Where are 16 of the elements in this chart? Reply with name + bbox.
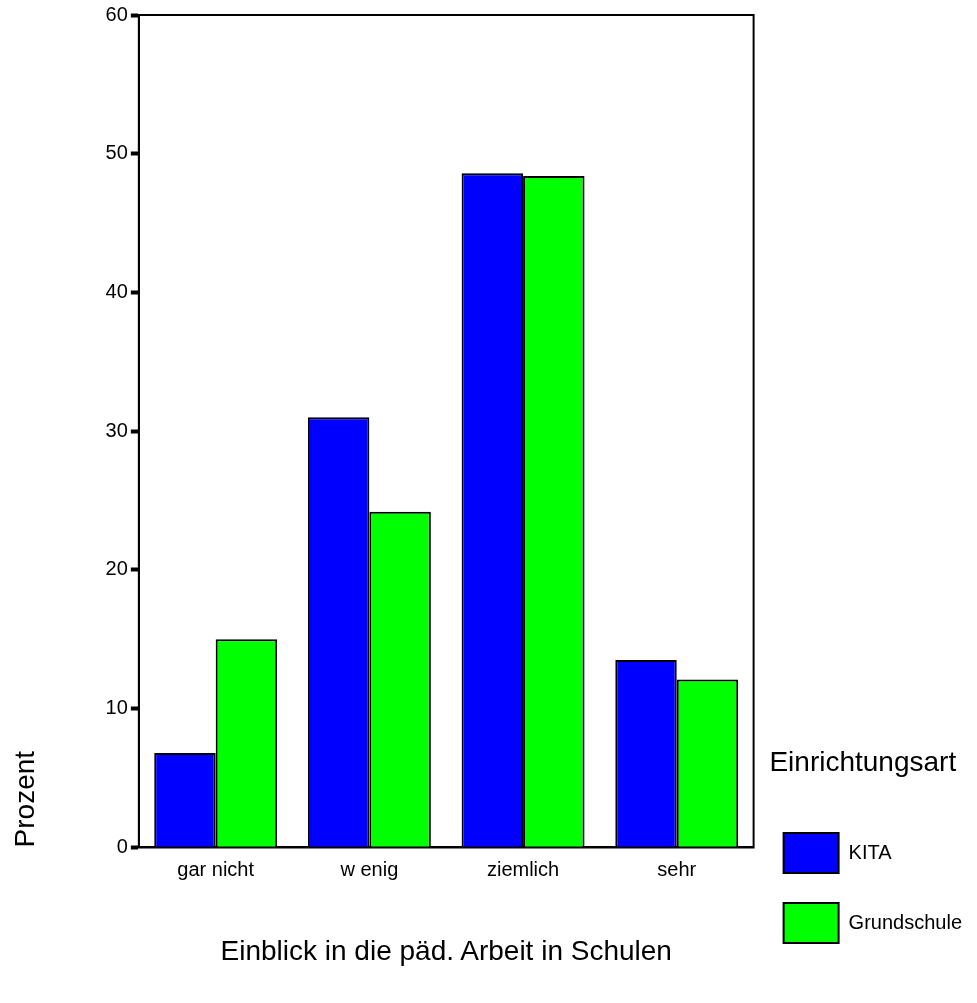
y-tick-label: 20 [105, 557, 128, 580]
legend-label: Grundschule [848, 910, 963, 933]
y-tick-label: 30 [105, 418, 128, 441]
x-tick-label: gar nicht [177, 857, 255, 880]
x-tick-label: ziemlich [486, 857, 560, 880]
y-axis-title: Prozent [8, 750, 40, 848]
y-tick-label: 0 [116, 834, 128, 857]
x-tick-label: sehr [657, 857, 697, 880]
legend-title: Einrichtungsart [769, 746, 957, 778]
x-tick-label: w enig [339, 857, 399, 880]
x-axis-title: Einblick in die päd. Arbeit in Schulen [220, 934, 672, 966]
legend-label: KITA [848, 840, 893, 863]
y-tick-label: 60 [105, 2, 128, 25]
y-tick-label: 40 [105, 279, 128, 302]
y-tick-label: 10 [105, 696, 128, 719]
y-tick-label: 50 [105, 141, 128, 164]
